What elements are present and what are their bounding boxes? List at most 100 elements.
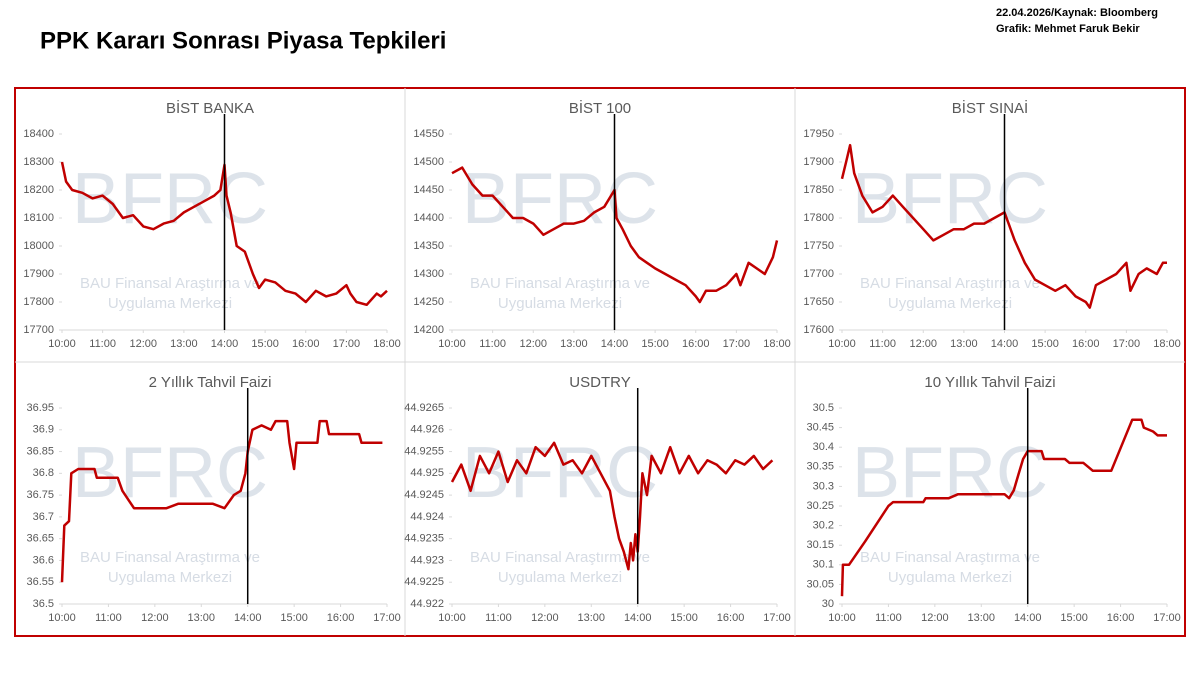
x-tick-label: 13:00 — [188, 612, 216, 624]
x-tick-label: 16:00 — [327, 612, 355, 624]
y-tick-label: 14400 — [413, 212, 444, 224]
y-tick-label: 30.2 — [813, 520, 834, 532]
y-tick-label: 18000 — [23, 240, 54, 252]
x-tick-label: 12:00 — [531, 612, 559, 624]
x-tick-label: 16:00 — [1107, 612, 1135, 624]
x-tick-label: 14:00 — [624, 612, 652, 624]
watermark-text: Uygulama Merkezi — [498, 295, 622, 312]
x-tick-label: 14:00 — [1014, 612, 1042, 624]
watermark-text: BAU Finansal Araştırma ve — [80, 275, 260, 292]
data-line — [840, 418, 1167, 597]
y-tick-label: 14300 — [413, 268, 444, 280]
y-tick-label: 30.05 — [806, 578, 834, 590]
y-tick-label: 30.4 — [813, 441, 834, 453]
x-tick-label: 16:00 — [1072, 338, 1100, 350]
x-tick-label: 17:00 — [1153, 612, 1181, 624]
x-tick-label: 13:00 — [968, 612, 996, 624]
watermark-logo: BFRC — [72, 433, 268, 513]
watermark-logo: BFRC — [852, 433, 1048, 513]
page-title: PPK Kararı Sonrası Piyasa Tepkileri — [40, 27, 446, 54]
x-tick-label: 17:00 — [333, 338, 361, 350]
source: 22.04.2026/Kaynak: Bloomberg — [996, 7, 1158, 19]
watermark-text: BAU Finansal Araştırma ve — [860, 549, 1040, 566]
y-tick-label: 17800 — [23, 296, 54, 308]
x-tick-label: 10:00 — [828, 338, 856, 350]
x-tick-label: 15:00 — [1031, 338, 1059, 350]
watermark-logo: BFRC — [852, 159, 1048, 239]
y-tick-label: 14450 — [413, 184, 444, 196]
y-tick-label: 44.924 — [410, 511, 444, 523]
data-line — [451, 166, 779, 304]
x-tick-label: 13:00 — [950, 338, 978, 350]
x-tick-label: 16:00 — [292, 338, 320, 350]
y-tick-label: 30.1 — [813, 559, 834, 571]
y-tick-label: 36.75 — [26, 489, 54, 501]
y-tick-label: 17950 — [803, 128, 834, 140]
y-tick-label: 44.926 — [410, 424, 444, 436]
y-tick-label: 36.8 — [33, 467, 54, 479]
y-tick-label: 30.25 — [806, 500, 834, 512]
x-tick-label: 10:00 — [48, 338, 76, 350]
y-tick-label: 44.9235 — [404, 533, 444, 545]
y-tick-label: 14200 — [413, 324, 444, 336]
watermark-logo: BFRC — [72, 159, 268, 239]
y-tick-label: 17600 — [803, 324, 834, 336]
data-line — [450, 441, 774, 571]
y-tick-label: 17800 — [803, 212, 834, 224]
y-tick-label: 17700 — [23, 324, 54, 336]
x-tick-label: 10:00 — [438, 612, 466, 624]
y-tick-label: 44.9225 — [404, 576, 444, 588]
watermark-text: BAU Finansal Araştırma ve — [470, 275, 650, 292]
x-tick-label: 16:00 — [717, 612, 745, 624]
x-tick-label: 15:00 — [641, 338, 669, 350]
data-line — [840, 143, 1167, 309]
y-tick-label: 18200 — [23, 184, 54, 196]
x-tick-label: 14:00 — [601, 338, 629, 350]
x-tick-label: 13:00 — [560, 338, 588, 350]
x-tick-label: 16:00 — [682, 338, 710, 350]
y-tick-label: 36.9 — [33, 424, 54, 436]
x-tick-label: 11:00 — [479, 338, 506, 350]
x-tick-label: 11:00 — [95, 612, 122, 624]
x-tick-label: 14:00 — [991, 338, 1019, 350]
y-tick-label: 36.55 — [26, 576, 54, 588]
x-tick-label: 15:00 — [1060, 612, 1088, 624]
watermark-logo: BFRC — [462, 433, 658, 513]
x-tick-label: 11:00 — [869, 338, 896, 350]
y-tick-label: 36.5 — [33, 598, 54, 610]
y-tick-label: 18300 — [23, 156, 54, 168]
y-tick-label: 17900 — [803, 156, 834, 168]
x-tick-label: 13:00 — [170, 338, 198, 350]
watermark-text: Uygulama Merkezi — [888, 569, 1012, 586]
x-tick-label: 14:00 — [234, 612, 262, 624]
x-tick-label: 10:00 — [828, 612, 856, 624]
x-tick-label: 12:00 — [921, 612, 949, 624]
x-tick-label: 12:00 — [909, 338, 937, 350]
watermark-text: Uygulama Merkezi — [108, 295, 232, 312]
y-tick-label: 44.9265 — [404, 402, 444, 414]
x-tick-label: 11:00 — [89, 338, 116, 350]
chart-title: 10 Yıllık Tahvil Faizi — [924, 374, 1055, 391]
x-tick-label: 11:00 — [485, 612, 512, 624]
chart-title: BİST BANKA — [166, 99, 254, 117]
x-tick-label: 10:00 — [438, 338, 466, 350]
x-tick-label: 15:00 — [280, 612, 308, 624]
x-tick-label: 18:00 — [763, 338, 791, 350]
y-tick-label: 36.6 — [33, 554, 54, 566]
x-tick-label: 17:00 — [763, 612, 791, 624]
chart-title: BİST SINAİ — [952, 99, 1028, 117]
x-tick-label: 18:00 — [1153, 338, 1181, 350]
y-tick-label: 17650 — [803, 296, 834, 308]
y-tick-label: 14500 — [413, 156, 444, 168]
y-tick-label: 44.922 — [410, 598, 444, 610]
y-tick-label: 36.95 — [26, 402, 54, 414]
x-tick-label: 12:00 — [129, 338, 157, 350]
y-tick-label: 44.925 — [410, 467, 444, 479]
y-tick-label: 30.5 — [813, 402, 834, 414]
x-tick-label: 15:00 — [251, 338, 279, 350]
y-tick-label: 36.85 — [26, 445, 54, 457]
watermark-text: Uygulama Merkezi — [888, 295, 1012, 312]
chart-title: BİST 100 — [569, 99, 631, 117]
x-tick-label: 17:00 — [723, 338, 751, 350]
